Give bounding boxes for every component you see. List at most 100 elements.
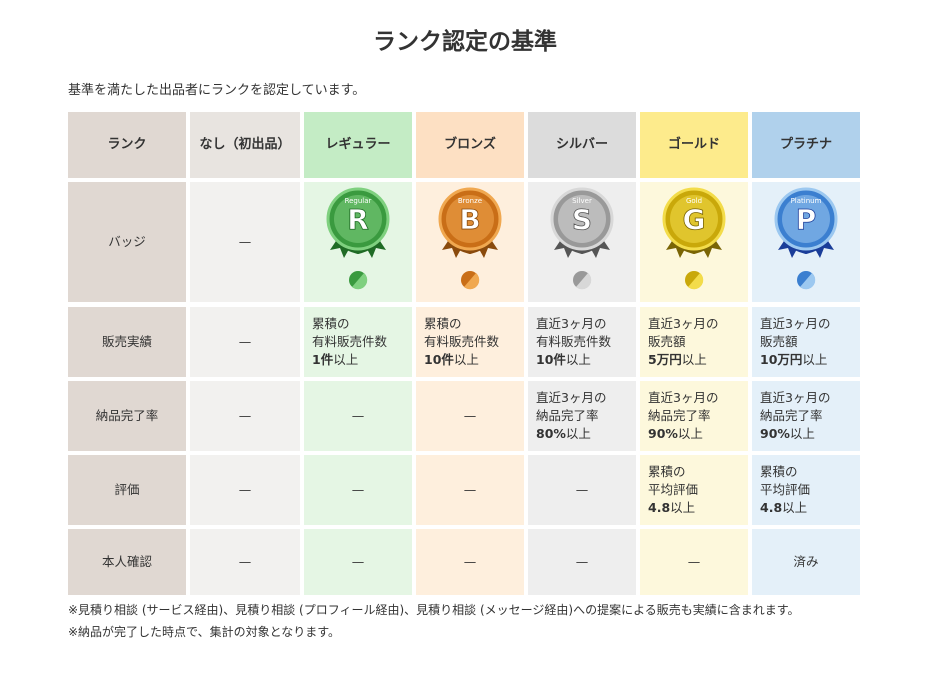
- criteria-cell: 直近3ヶ月の 納品完了率 90%以上: [640, 381, 748, 451]
- criteria-line: 累積の: [760, 464, 798, 479]
- criteria-cell: —: [528, 529, 636, 595]
- criteria-cell: —: [416, 381, 524, 451]
- criteria-cell: —: [190, 529, 300, 595]
- criteria-cell: —: [190, 307, 300, 377]
- mini-badge-shine: [688, 273, 704, 290]
- row-label: 納品完了率: [68, 381, 186, 451]
- badge-cell: Regular R: [304, 182, 412, 302]
- criteria-line: 累積の: [312, 316, 350, 331]
- criteria-cell: —: [190, 455, 300, 525]
- criteria-cell: 累積の 有料販売件数 10件以上: [416, 307, 524, 377]
- badge-letter: P: [796, 203, 817, 236]
- criteria-cell: 直近3ヶ月の 納品完了率 90%以上: [752, 381, 860, 451]
- mini-badge-shine: [464, 273, 480, 290]
- threshold-suffix: 以上: [333, 352, 359, 367]
- header-cell: レギュラー: [304, 112, 412, 178]
- intro-text: 基準を満たした出品者にランクを認定しています。: [68, 83, 366, 98]
- badge-cell: Silver S: [528, 182, 636, 302]
- criteria-line: 平均評価: [760, 482, 811, 497]
- badge-cell: Bronze B: [416, 182, 524, 302]
- criteria-cell: —: [528, 455, 636, 525]
- criteria-line: 直近3ヶ月の: [648, 390, 719, 405]
- threshold-value: 90%: [760, 426, 790, 441]
- criteria-line: 平均評価: [648, 482, 699, 497]
- criteria-line: 有料販売件数: [536, 334, 612, 349]
- row-label: 本人確認: [68, 529, 186, 595]
- criteria-cell: 直近3ヶ月の 販売額 10万円以上: [752, 307, 860, 377]
- criteria-line: 直近3ヶ月の: [536, 316, 607, 331]
- criteria-threshold: 80%以上: [536, 425, 591, 443]
- threshold-suffix: 以上: [670, 500, 696, 515]
- criteria-line: 納品完了率: [648, 408, 711, 423]
- criteria-threshold: 4.8以上: [760, 499, 807, 517]
- threshold-suffix: 以上: [453, 352, 479, 367]
- threshold-value: 10件: [536, 352, 566, 367]
- threshold-value: 1件: [312, 352, 334, 367]
- badge-letter: B: [459, 203, 480, 236]
- threshold-suffix: 以上: [677, 426, 703, 441]
- threshold-suffix: 以上: [789, 426, 815, 441]
- badge-letter: S: [572, 203, 592, 236]
- header-cell: ブロンズ: [416, 112, 524, 178]
- badge-cell: Gold G: [640, 182, 748, 302]
- threshold-value: 4.8: [760, 500, 783, 515]
- threshold-suffix: 以上: [802, 352, 828, 367]
- criteria-line: 販売額: [760, 334, 798, 349]
- criteria-line: 有料販売件数: [312, 334, 388, 349]
- criteria-cell: 直近3ヶ月の 有料販売件数 10件以上: [528, 307, 636, 377]
- medal-inner: [782, 195, 830, 243]
- criteria-line: 累積の: [648, 464, 686, 479]
- medal-inner: [446, 195, 494, 243]
- criteria-cell: —: [304, 381, 412, 451]
- threshold-suffix: 以上: [565, 426, 591, 441]
- header-cell: シルバー: [528, 112, 636, 178]
- mini-badge-shine: [352, 273, 368, 290]
- empty-cell: —: [190, 182, 300, 302]
- threshold-value: 90%: [648, 426, 678, 441]
- header-cell: ゴールド: [640, 112, 748, 178]
- row-label: バッジ: [68, 182, 186, 302]
- row-label: 評価: [68, 455, 186, 525]
- threshold-suffix: 以上: [565, 352, 591, 367]
- medal-inner: [558, 195, 606, 243]
- badge-label: Gold: [686, 197, 702, 205]
- criteria-threshold: 4.8以上: [648, 499, 695, 517]
- criteria-threshold: 90%以上: [648, 425, 703, 443]
- criteria-cell: —: [416, 529, 524, 595]
- note: ※納品が完了した時点で、集計の対象となります。: [68, 625, 341, 639]
- criteria-threshold: 90%以上: [760, 425, 815, 443]
- criteria-line: 直近3ヶ月の: [648, 316, 719, 331]
- threshold-value: 5万円: [648, 352, 682, 367]
- criteria-cell: 直近3ヶ月の 販売額 5万円以上: [640, 307, 748, 377]
- criteria-threshold: 1件以上: [312, 351, 358, 369]
- header-cell: ランク: [68, 112, 186, 178]
- criteria-line: 販売額: [648, 334, 686, 349]
- note: ※見積り相談 (サービス経由)、見積り相談 (プロフィール経由)、見積り相談 (…: [68, 603, 800, 617]
- criteria-cell: —: [190, 381, 300, 451]
- threshold-value: 4.8: [648, 500, 671, 515]
- criteria-line: 直近3ヶ月の: [536, 390, 607, 405]
- header-cell: なし（初出品）: [190, 112, 300, 178]
- criteria-threshold: 10万円以上: [760, 351, 827, 369]
- criteria-cell: —: [640, 529, 748, 595]
- threshold-suffix: 以上: [681, 352, 707, 367]
- medal-inner: [670, 195, 718, 243]
- criteria-cell: 累積の有料販売件数 1件以上: [304, 307, 412, 377]
- criteria-threshold: 5万円以上: [648, 351, 707, 369]
- criteria-line: 納品完了率: [760, 408, 823, 423]
- row-label: 販売実績: [68, 307, 186, 377]
- page-title: ランク認定の基準: [373, 29, 557, 55]
- header-cell: プラチナ: [752, 112, 860, 178]
- badge-letter: R: [347, 203, 369, 236]
- criteria-cell: —: [304, 455, 412, 525]
- threshold-value: 80%: [536, 426, 566, 441]
- badge-label: Silver: [572, 197, 592, 205]
- mini-badge-shine: [800, 273, 816, 290]
- badge-letter: G: [683, 203, 706, 236]
